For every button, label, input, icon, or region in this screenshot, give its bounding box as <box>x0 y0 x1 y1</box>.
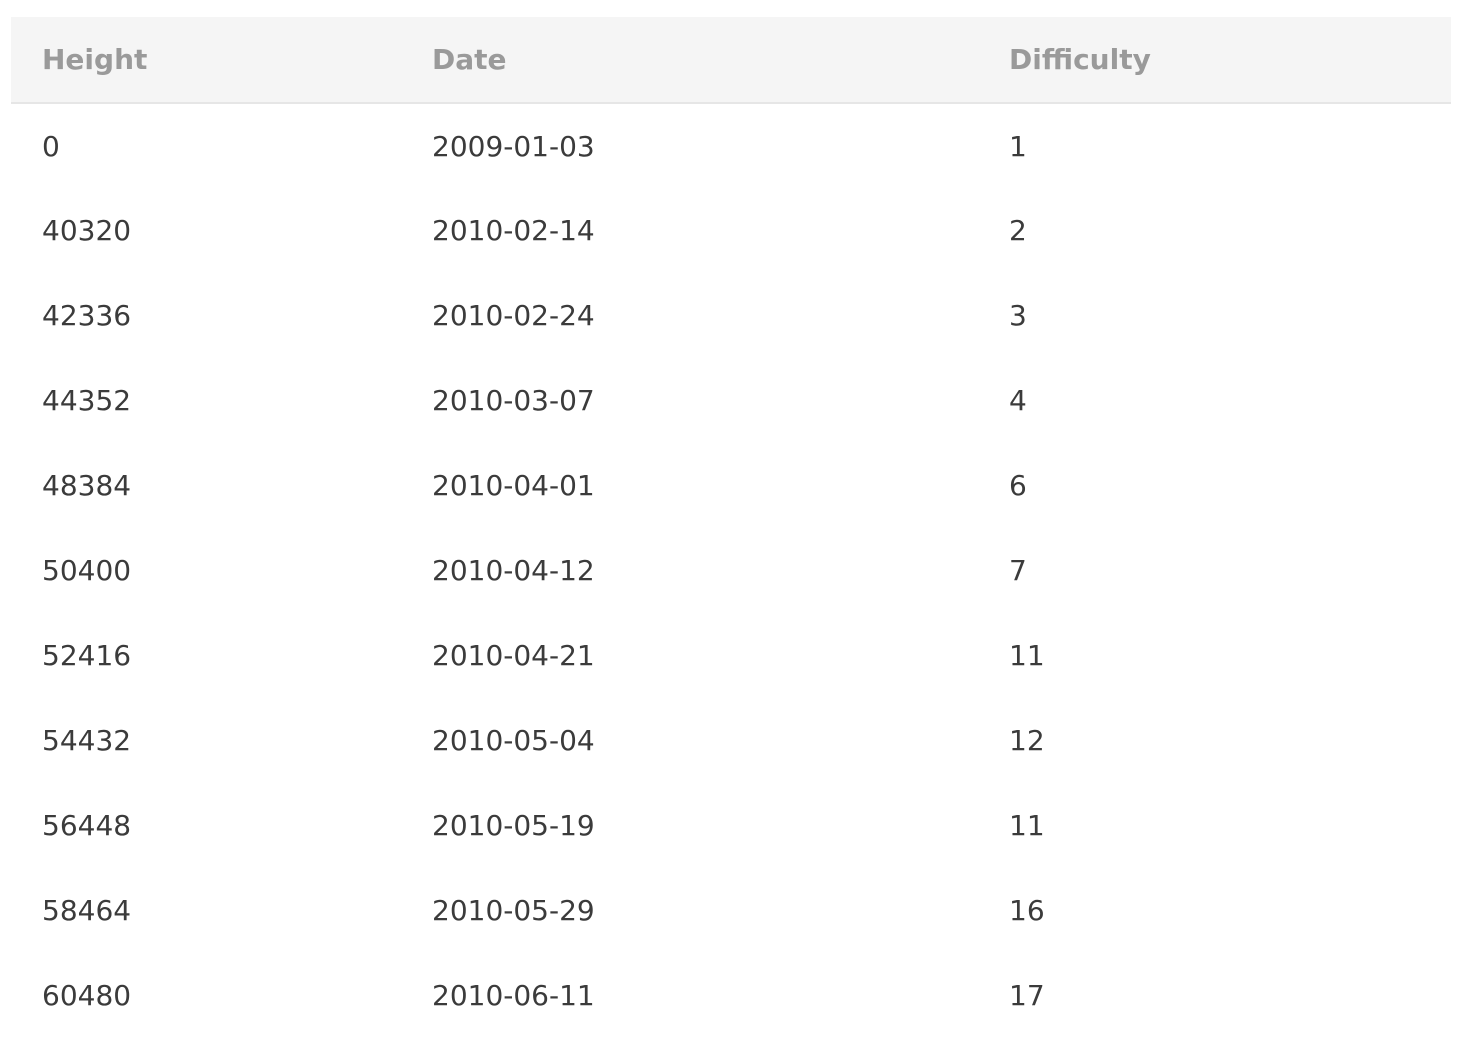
cell-difficulty: 7 <box>1009 554 1027 587</box>
cell-difficulty: 3 <box>1009 299 1027 332</box>
difficulty-table-container: Height Date Difficulty 0 2009-01-03 1 40… <box>11 17 1451 1038</box>
table-row: 44352 2010-03-07 4 <box>11 358 1451 443</box>
table-row: 52416 2010-04-21 11 <box>11 613 1451 698</box>
table-row: 0 2009-01-03 1 <box>11 103 1451 188</box>
cell-height: 52416 <box>42 639 132 672</box>
cell-height: 56448 <box>42 809 132 842</box>
header-row: Height Date Difficulty <box>11 17 1451 103</box>
table-row: 60480 2010-06-11 17 <box>11 953 1451 1038</box>
table-row: 56448 2010-05-19 11 <box>11 783 1451 868</box>
table-row: 48384 2010-04-01 6 <box>11 443 1451 528</box>
cell-difficulty: 1 <box>1009 129 1027 163</box>
difficulty-table: Height Date Difficulty 0 2009-01-03 1 40… <box>11 17 1451 1038</box>
cell-date: 2010-05-04 <box>432 724 595 757</box>
column-header-date[interactable]: Date <box>432 43 507 76</box>
cell-difficulty: 11 <box>1009 809 1045 842</box>
table-row: 58464 2010-05-29 16 <box>11 868 1451 953</box>
cell-date: 2010-04-01 <box>432 469 595 502</box>
cell-difficulty: 11 <box>1009 639 1045 672</box>
table-header: Height Date Difficulty <box>11 17 1451 103</box>
cell-height: 48384 <box>42 469 132 502</box>
column-header-difficulty[interactable]: Difficulty <box>1009 43 1151 76</box>
table-row: 54432 2010-05-04 12 <box>11 698 1451 783</box>
cell-date: 2010-04-21 <box>432 639 595 672</box>
table-row: 42336 2010-02-24 3 <box>11 273 1451 358</box>
cell-height: 40320 <box>42 214 132 247</box>
cell-date: 2010-03-07 <box>432 384 595 417</box>
cell-height: 0 <box>42 129 60 163</box>
cell-date: 2010-02-24 <box>432 299 595 332</box>
column-header-height[interactable]: Height <box>42 43 148 76</box>
table-row: 50400 2010-04-12 7 <box>11 528 1451 613</box>
cell-difficulty: 2 <box>1009 214 1027 247</box>
cell-height: 44352 <box>42 384 132 417</box>
cell-difficulty: 17 <box>1009 979 1045 1012</box>
cell-height: 60480 <box>42 979 132 1012</box>
cell-date: 2010-05-19 <box>432 809 595 842</box>
cell-difficulty: 6 <box>1009 469 1027 502</box>
cell-height: 50400 <box>42 554 132 587</box>
table-body: 0 2009-01-03 1 40320 2010-02-14 2 42336 … <box>11 103 1451 1038</box>
cell-height: 58464 <box>42 894 132 927</box>
cell-difficulty: 12 <box>1009 724 1045 757</box>
cell-difficulty: 4 <box>1009 384 1027 417</box>
cell-difficulty: 16 <box>1009 894 1045 927</box>
cell-date: 2010-06-11 <box>432 979 595 1012</box>
cell-height: 42336 <box>42 299 132 332</box>
cell-height: 54432 <box>42 724 132 757</box>
cell-date: 2009-01-03 <box>432 129 595 163</box>
cell-date: 2010-02-14 <box>432 214 595 247</box>
table-row: 40320 2010-02-14 2 <box>11 188 1451 273</box>
cell-date: 2010-04-12 <box>432 554 595 587</box>
cell-date: 2010-05-29 <box>432 894 595 927</box>
